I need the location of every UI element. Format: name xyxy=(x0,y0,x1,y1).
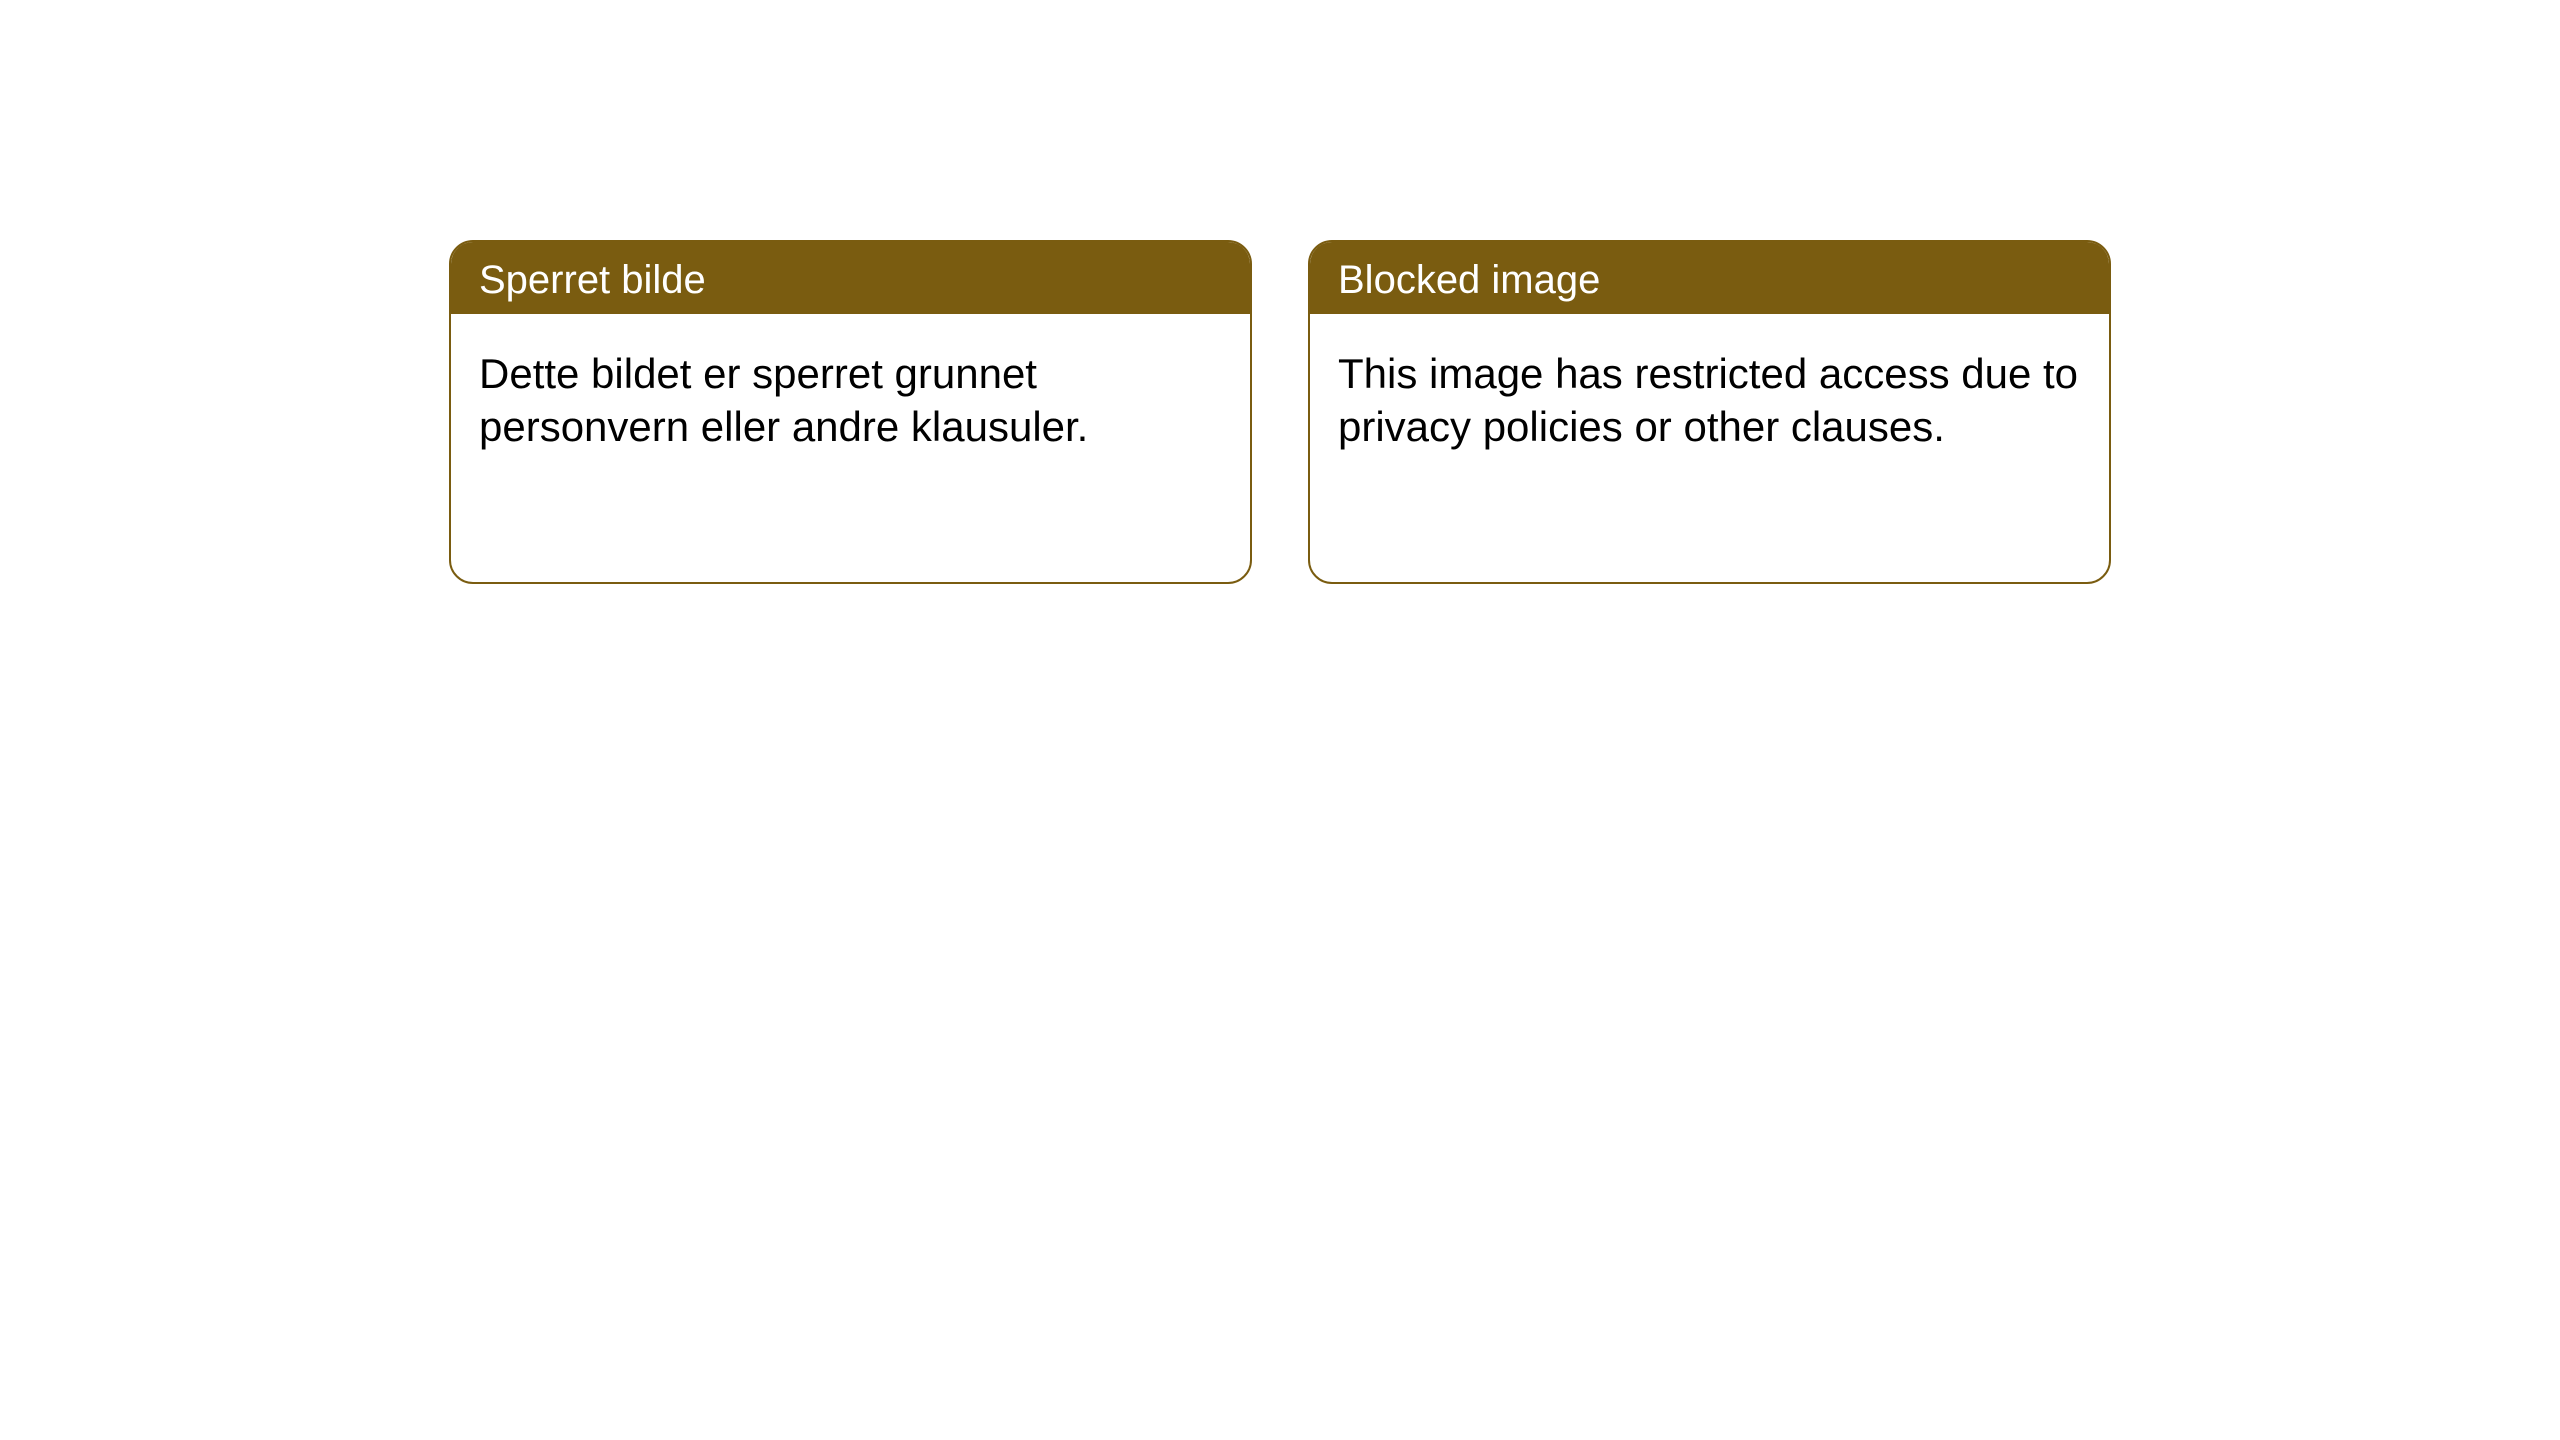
notice-card-english: Blocked image This image has restricted … xyxy=(1308,240,2111,584)
notice-container: Sperret bilde Dette bildet er sperret gr… xyxy=(449,240,2111,584)
notice-body-english: This image has restricted access due to … xyxy=(1310,314,2109,582)
notice-card-norwegian: Sperret bilde Dette bildet er sperret gr… xyxy=(449,240,1252,584)
notice-body-norwegian: Dette bildet er sperret grunnet personve… xyxy=(451,314,1250,582)
notice-header-english: Blocked image xyxy=(1310,242,2109,314)
notice-header-norwegian: Sperret bilde xyxy=(451,242,1250,314)
